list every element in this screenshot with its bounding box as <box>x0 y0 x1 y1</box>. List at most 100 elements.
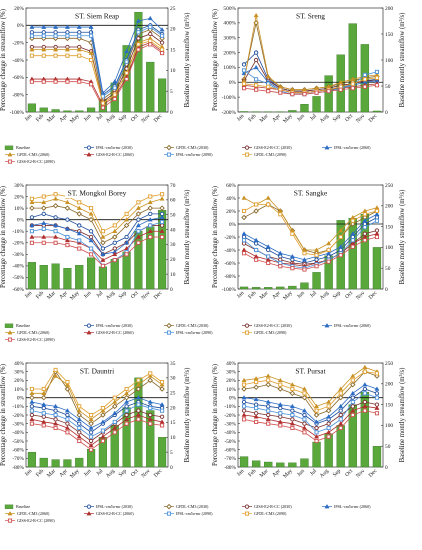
series-marker-gfdl_2030 <box>241 386 247 392</box>
series-marker-gfdl_2090 <box>374 208 380 214</box>
baseline-bar <box>63 459 72 468</box>
series-marker-ipsl_2060 <box>326 414 332 419</box>
plot-frame <box>237 362 384 468</box>
left-tick-label: -100% <box>222 95 237 101</box>
series-marker-gfdl_2090 <box>362 77 367 82</box>
series-marker-ipsl_2060 <box>338 403 344 409</box>
series-marker-giss_2090 <box>314 438 319 444</box>
series-marker-ipsl_2060 <box>277 402 283 407</box>
legend-label-ipsl_2060: IPSL-cm5a-mr (2060) <box>334 323 371 328</box>
series-marker-ipsl_2060 <box>159 402 165 407</box>
month-tick-label: Mar <box>46 290 57 301</box>
month-tick-label: Jul <box>309 290 318 299</box>
baseline-bar <box>51 459 60 468</box>
series-marker-gfdl_2030 <box>325 407 332 414</box>
series-marker-giss_2090 <box>374 234 380 240</box>
legend-label-gfdl_2030: GFDL-CM3 (2030) <box>176 504 209 509</box>
baseline-bar <box>75 265 84 290</box>
series-marker-ipsl_2090 <box>148 406 153 411</box>
series-marker-ipsl_2060 <box>147 217 153 222</box>
series-marker-ipsl_2030 <box>65 217 70 222</box>
series-marker-gfdl_2060 <box>53 47 59 52</box>
series-marker-giss_2060 <box>289 421 295 426</box>
month-tick-label: Oct <box>130 290 140 300</box>
left-axis-label: Percentage change in streamflow (%) <box>212 364 219 466</box>
right-tick-label: 35 <box>170 361 176 367</box>
series-marker-ipsl_2060 <box>112 410 118 416</box>
chart-title: ST. Mongkol Borey <box>68 189 127 198</box>
series-marker-giss_2030 <box>241 241 247 246</box>
series-marker-ipsl_2090 <box>338 417 343 422</box>
series-marker-ipsl_2090 <box>160 408 165 413</box>
left-tick-label: 300% <box>223 36 236 42</box>
series-marker-gfdl_2060 <box>338 79 344 85</box>
left-tick-label: 500% <box>223 6 236 12</box>
month-tick-label: Aug <box>105 113 116 124</box>
month-tick-label: Mar <box>259 468 270 479</box>
series-marker-gfdl_2090 <box>254 202 259 207</box>
series-marker-ipsl_2090 <box>29 408 34 413</box>
legend-label-ipsl_2030: IPSL-cm5a-mr (2030) <box>96 145 133 150</box>
series-marker-giss_2090 <box>89 252 94 257</box>
series-marker-giss_2030 <box>41 414 46 419</box>
series-marker-giss_2030 <box>159 40 165 45</box>
series-marker-giss_2060 <box>147 228 153 233</box>
left-tick-label: 0% <box>17 217 25 223</box>
series-marker-giss_2090 <box>266 421 271 426</box>
series-marker-gfdl_2090 <box>112 92 117 97</box>
series-marker-gfdl_2090 <box>160 380 165 385</box>
series-marker-ipsl_2030 <box>253 241 259 246</box>
series-marker-gfdl_2090 <box>266 378 271 383</box>
series-marker-ipsl_2090 <box>241 404 247 409</box>
series-marker-ipsl_2060 <box>76 230 82 236</box>
series-marker-gfdl_2030 <box>100 412 106 418</box>
series-marker-giss_2090 <box>136 240 141 245</box>
legend-label-ipsl_2060: IPSL-cm5a-mr (2060) <box>334 504 371 509</box>
series-marker-ipsl_2090 <box>374 69 380 74</box>
series-marker-ipsl_2090 <box>65 234 70 240</box>
series-marker-gfdl_2060 <box>53 373 59 378</box>
baseline-bar <box>336 425 345 468</box>
month-tick-label: Sep <box>118 468 128 478</box>
series-marker-gfdl_2090 <box>241 382 247 387</box>
series-marker-giss_2090 <box>100 438 105 444</box>
series-marker-gfdl_2030 <box>337 394 344 401</box>
series-marker-gfdl_2060 <box>277 377 283 383</box>
left-tick-label: 0% <box>229 80 237 86</box>
left-tick-label: 100% <box>223 65 236 71</box>
series-marker-gfdl_2090 <box>148 371 153 376</box>
series-marker-giss_2030 <box>77 430 82 435</box>
series-marker-ipsl_2060 <box>100 419 106 424</box>
left-axis-label: Percentage change in streamflow (%) <box>212 186 219 288</box>
series-marker-gfdl_2060 <box>112 228 118 233</box>
legend-marker-gfdl_2090 <box>244 152 250 157</box>
series-marker-gfdl_2060 <box>135 382 141 387</box>
right-tick-label: 30 <box>170 242 176 248</box>
legend-marker-ipsl_2030 <box>86 145 92 150</box>
right-tick-label: 50 <box>170 213 176 219</box>
series-marker-gfdl_2090 <box>148 194 153 199</box>
left-axis-label: Percentage change in streamflow (%) <box>0 186 7 288</box>
right-tick-label: 100 <box>385 245 393 251</box>
series-marker-ipsl_2060 <box>338 244 344 249</box>
series-marker-gfdl_2030 <box>277 386 284 392</box>
series-marker-ipsl_2030 <box>241 234 247 240</box>
series-marker-ipsl_2060 <box>124 48 130 54</box>
month-tick-label: Dec <box>153 290 164 301</box>
series-marker-ipsl_2060 <box>53 24 59 29</box>
series-marker-giss_2030 <box>338 412 343 418</box>
series-marker-gfdl_2030 <box>135 386 142 392</box>
series-marker-ipsl_2090 <box>112 419 117 424</box>
baseline-bar <box>251 287 261 290</box>
series-marker-ipsl_2060 <box>159 214 165 220</box>
series-marker-giss_2030 <box>278 414 283 419</box>
series-marker-ipsl_2030 <box>362 221 368 227</box>
chart-title: ST. Sreng <box>296 12 325 21</box>
chart-title: ST. Pursat <box>295 367 326 376</box>
baseline-bar <box>158 78 167 113</box>
baseline-bar <box>63 110 72 113</box>
series-marker-ipsl_2090 <box>100 94 105 99</box>
series-marker-giss_2090 <box>41 423 46 428</box>
series-marker-ipsl_2090 <box>136 229 141 234</box>
